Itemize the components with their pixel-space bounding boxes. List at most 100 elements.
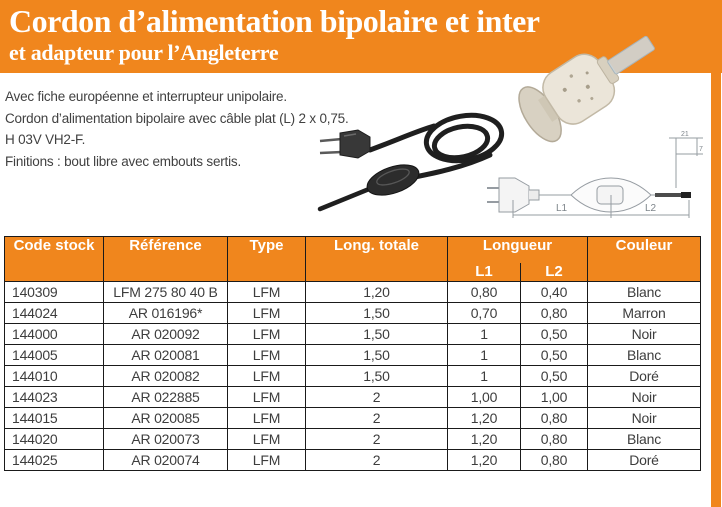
table-row: 144024 AR 016196* LFM 1,50 0,70 0,80 Marron <box>4 302 701 324</box>
cell-reference: AR 020082 <box>103 365 228 387</box>
table-row: 144015 AR 020085 LFM 2 1,20 0,80 Noir <box>4 407 701 429</box>
table-row: 144023 AR 022885 LFM 2 1,00 1,00 Noir <box>4 386 701 408</box>
header-code-stock: Code stock <box>4 236 104 282</box>
header-couleur: Couleur <box>587 236 701 282</box>
cell-long-totale: 2 <box>305 386 448 408</box>
dim-label-side: 7 <box>699 146 703 153</box>
header-reference: Référence <box>103 236 228 282</box>
table-row: 144000 AR 020092 LFM 1,50 1 0,50 Noir <box>4 323 701 345</box>
cell-long-totale: 2 <box>305 428 448 450</box>
cell-reference: AR 020073 <box>103 428 228 450</box>
cell-l1: 1 <box>447 365 521 387</box>
cell-long-totale: 1,20 <box>305 281 448 303</box>
cell-code-stock: 144023 <box>4 386 104 408</box>
cell-l2: 0,50 <box>520 323 588 345</box>
cell-l2: 0,40 <box>520 281 588 303</box>
cell-reference: LFM 275 80 40 B <box>103 281 228 303</box>
cell-couleur: Noir <box>587 407 701 429</box>
cell-type: LFM <box>227 344 306 366</box>
cell-reference: AR 020085 <box>103 407 228 429</box>
cell-code-stock: 144020 <box>4 428 104 450</box>
product-description: Avec fiche européenne et interrupteur un… <box>5 86 349 172</box>
cord-dimension-drawing: L1 L2 21 7 <box>487 131 703 218</box>
cell-code-stock: 144015 <box>4 407 104 429</box>
cell-couleur: Marron <box>587 302 701 324</box>
cell-type: LFM <box>227 365 306 387</box>
cell-code-stock: 144025 <box>4 449 104 471</box>
cell-reference: AR 020092 <box>103 323 228 345</box>
product-table: Code stock Référence Type Long. totale L… <box>4 236 701 471</box>
cell-reference: AR 016196* <box>103 302 228 324</box>
table-row: 144010 AR 020082 LFM 1,50 1 0,50 Doré <box>4 365 701 387</box>
cell-l1: 0,80 <box>447 281 521 303</box>
cell-l1: 1 <box>447 344 521 366</box>
cell-couleur: Doré <box>587 449 701 471</box>
page-title: Cordon d’alimentation bipolaire et inter <box>9 3 540 39</box>
power-cord-photo <box>317 112 505 212</box>
cell-couleur: Doré <box>587 365 701 387</box>
cell-long-totale: 2 <box>305 449 448 471</box>
table-body: 140309 LFM 275 80 40 B LFM 1,20 0,80 0,40 Blan… <box>4 281 701 471</box>
cell-l2: 0,80 <box>520 407 588 429</box>
cell-l2: 0,50 <box>520 365 588 387</box>
table-row: 144005 AR 020081 LFM 1,50 1 0,50 Blanc <box>4 344 701 366</box>
header-longueur: Longueur <box>447 236 588 263</box>
table-row: 144020 AR 020073 LFM 2 1,20 0,80 Blanc <box>4 428 701 450</box>
cell-type: LFM <box>227 302 306 324</box>
cell-couleur: Noir <box>587 323 701 345</box>
cell-long-totale: 1,50 <box>305 365 448 387</box>
cell-l2: 0,80 <box>520 302 588 324</box>
cell-l2: 0,50 <box>520 344 588 366</box>
cell-long-totale: 1,50 <box>305 344 448 366</box>
table-row: 144025 AR 020074 LFM 2 1,20 0,80 Doré <box>4 449 701 471</box>
cell-code-stock: 144010 <box>4 365 104 387</box>
uk-adapter-photo <box>518 35 655 143</box>
cell-couleur: Blanc <box>587 428 701 450</box>
cell-type: LFM <box>227 449 306 471</box>
cell-couleur: Noir <box>587 386 701 408</box>
header-l1: L1 <box>447 262 521 282</box>
cell-l2: 0,80 <box>520 428 588 450</box>
cell-type: LFM <box>227 281 306 303</box>
description-line: Cordon d’alimentation bipolaire avec câb… <box>5 110 349 126</box>
cell-code-stock: 144005 <box>4 344 104 366</box>
header-long-totale: Long. totale <box>305 236 448 282</box>
cell-long-totale: 1,50 <box>305 323 448 345</box>
cell-l1: 1,00 <box>447 386 521 408</box>
cell-l1: 0,70 <box>447 302 521 324</box>
cell-reference: AR 022885 <box>103 386 228 408</box>
cell-type: LFM <box>227 407 306 429</box>
cell-code-stock: 144000 <box>4 323 104 345</box>
description-line: H 03V VH2-F. <box>5 132 86 147</box>
cell-couleur: Blanc <box>587 344 701 366</box>
cell-code-stock: 140309 <box>4 281 104 303</box>
cell-type: LFM <box>227 386 306 408</box>
cell-long-totale: 2 <box>305 407 448 429</box>
cell-l1: 1,20 <box>447 407 521 429</box>
cell-l1: 1,20 <box>447 428 521 450</box>
cell-type: LFM <box>227 323 306 345</box>
cell-l1: 1,20 <box>447 449 521 471</box>
cell-type: LFM <box>227 428 306 450</box>
header-l2: L2 <box>520 262 588 282</box>
cell-l2: 1,00 <box>520 386 588 408</box>
header-type: Type <box>227 236 306 282</box>
cell-long-totale: 1,50 <box>305 302 448 324</box>
description-line: Finitions : bout libre avec embouts sert… <box>5 153 242 169</box>
dim-label-l1: L1 <box>556 203 568 214</box>
dim-label-top: 21 <box>681 131 689 138</box>
table-header: Code stock Référence Type Long. totale L… <box>4 236 701 282</box>
page-edge-strip <box>711 0 721 507</box>
cell-reference: AR 020074 <box>103 449 228 471</box>
cell-l1: 1 <box>447 323 521 345</box>
page-subtitle: et adapteur pour l’Angleterre <box>9 40 279 65</box>
cell-l2: 0,80 <box>520 449 588 471</box>
header-band: Cordon d’alimentation bipolaire et inter… <box>0 0 722 73</box>
description-line: Avec fiche européenne et interrupteur un… <box>5 89 287 104</box>
cell-reference: AR 020081 <box>103 344 228 366</box>
cell-couleur: Blanc <box>587 281 701 303</box>
table-row: 140309 LFM 275 80 40 B LFM 1,20 0,80 0,40 Blan… <box>4 281 701 303</box>
cell-code-stock: 144024 <box>4 302 104 324</box>
dim-label-l2: L2 <box>645 203 657 214</box>
